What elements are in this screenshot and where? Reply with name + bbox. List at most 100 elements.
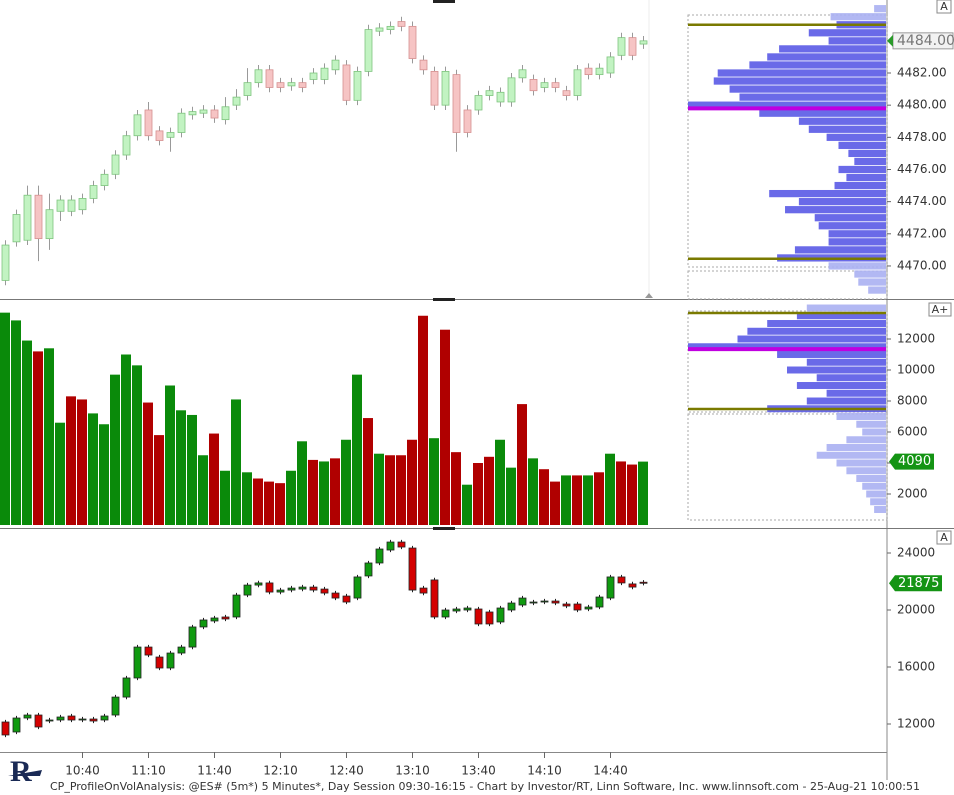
volume-bar — [22, 340, 32, 526]
scale-button[interactable] — [936, 530, 952, 545]
y-tick-label: 10000 — [897, 362, 935, 376]
volume-bar — [55, 422, 65, 526]
candle-body — [298, 82, 307, 88]
candle-body — [463, 109, 472, 133]
profile-bar — [796, 382, 886, 389]
volume-bar — [132, 365, 142, 526]
profile-bar — [854, 270, 886, 278]
volume-bar — [473, 462, 483, 526]
profile-bar — [830, 13, 886, 21]
candle-body — [265, 69, 274, 88]
candle-body — [276, 589, 285, 593]
volume-bar — [572, 475, 582, 526]
candle-body — [639, 40, 648, 45]
candle-body — [89, 185, 98, 199]
scale-button[interactable] — [936, 0, 952, 14]
candle-body — [551, 82, 560, 88]
candle-body — [320, 67, 329, 80]
scale-button[interactable] — [928, 302, 952, 317]
x-tick-label: 12:40 — [329, 764, 364, 778]
volume-bar — [253, 478, 263, 526]
profile-bar — [826, 133, 886, 141]
candle-body — [573, 69, 582, 96]
volume-bar — [231, 399, 241, 526]
candle-body — [606, 576, 615, 599]
volume-bar — [528, 458, 538, 526]
volume-bar — [396, 455, 406, 526]
volume-bar — [66, 396, 76, 526]
last-value-box — [889, 453, 934, 470]
profile-bar — [846, 467, 886, 475]
last-value-label: 4484.00 — [897, 33, 954, 49]
candle-body — [287, 82, 296, 87]
profile-bar — [854, 157, 886, 166]
candle-body — [342, 64, 351, 101]
profile-frame — [687, 14, 888, 268]
volume-bar — [319, 461, 329, 526]
volume-bar — [385, 455, 395, 526]
profile-bar — [828, 230, 886, 238]
candle-body — [518, 597, 527, 606]
candle-body — [276, 82, 285, 88]
y-tick-label: 2000 — [897, 487, 928, 501]
candle-body — [628, 37, 637, 56]
candle-body — [507, 77, 516, 103]
y-tick-label: 12000 — [897, 717, 935, 731]
candle-body — [397, 21, 406, 27]
candle-body — [298, 586, 307, 590]
profile-bar — [856, 420, 886, 428]
candle-body — [210, 617, 219, 622]
x-tick-label: 12:10 — [263, 764, 298, 778]
candle-body — [254, 69, 263, 84]
candle-body — [232, 594, 241, 618]
candle-body — [309, 586, 318, 591]
y-tick-label: 6000 — [897, 424, 928, 438]
volume-bar — [143, 402, 153, 526]
y-tick-label: 16000 — [897, 660, 935, 674]
volume-bar — [275, 483, 285, 526]
candle-body — [595, 596, 604, 608]
candle-body — [133, 646, 142, 679]
profile-bar — [828, 262, 886, 270]
volume-bar — [154, 435, 164, 526]
y-tick-label: 4476.00 — [897, 162, 947, 176]
volume-bar — [583, 475, 593, 526]
volume-bar — [418, 315, 428, 526]
volume-bar — [121, 354, 131, 526]
profile-bar — [846, 173, 886, 182]
candle-body — [155, 656, 164, 669]
candle-body — [210, 109, 219, 119]
volume-bar — [297, 441, 307, 526]
candle-body — [320, 588, 329, 594]
candle-body — [463, 607, 472, 611]
candle-body — [56, 199, 65, 212]
handle — [433, 527, 455, 530]
candle-body — [166, 652, 175, 669]
volume-bar — [506, 467, 516, 526]
candle-body — [628, 583, 637, 588]
candle-body — [122, 677, 131, 698]
candle-body — [364, 562, 373, 577]
profile-bar — [806, 304, 886, 312]
volume-bar — [407, 439, 417, 526]
candle-body — [221, 616, 230, 620]
profile-bar — [826, 389, 886, 397]
profile-bar — [836, 413, 886, 420]
candle-body — [1, 721, 10, 736]
candle-body — [144, 646, 153, 656]
candle-body — [452, 74, 461, 133]
candle-body — [474, 95, 483, 111]
volume-bar — [286, 470, 296, 526]
candle-body — [23, 194, 32, 241]
profile-bar — [739, 93, 886, 101]
y-tick-label: 4478.00 — [897, 130, 947, 144]
x-tick-label: 13:10 — [395, 764, 430, 778]
volume-bar — [99, 424, 109, 526]
candle-body — [485, 90, 494, 96]
candle-body — [353, 576, 362, 599]
x-tick-label: 10:40 — [65, 764, 100, 778]
candle-body — [430, 70, 439, 106]
volume-bar — [352, 374, 362, 526]
profile-bar — [806, 397, 886, 405]
candle-body — [287, 587, 296, 591]
